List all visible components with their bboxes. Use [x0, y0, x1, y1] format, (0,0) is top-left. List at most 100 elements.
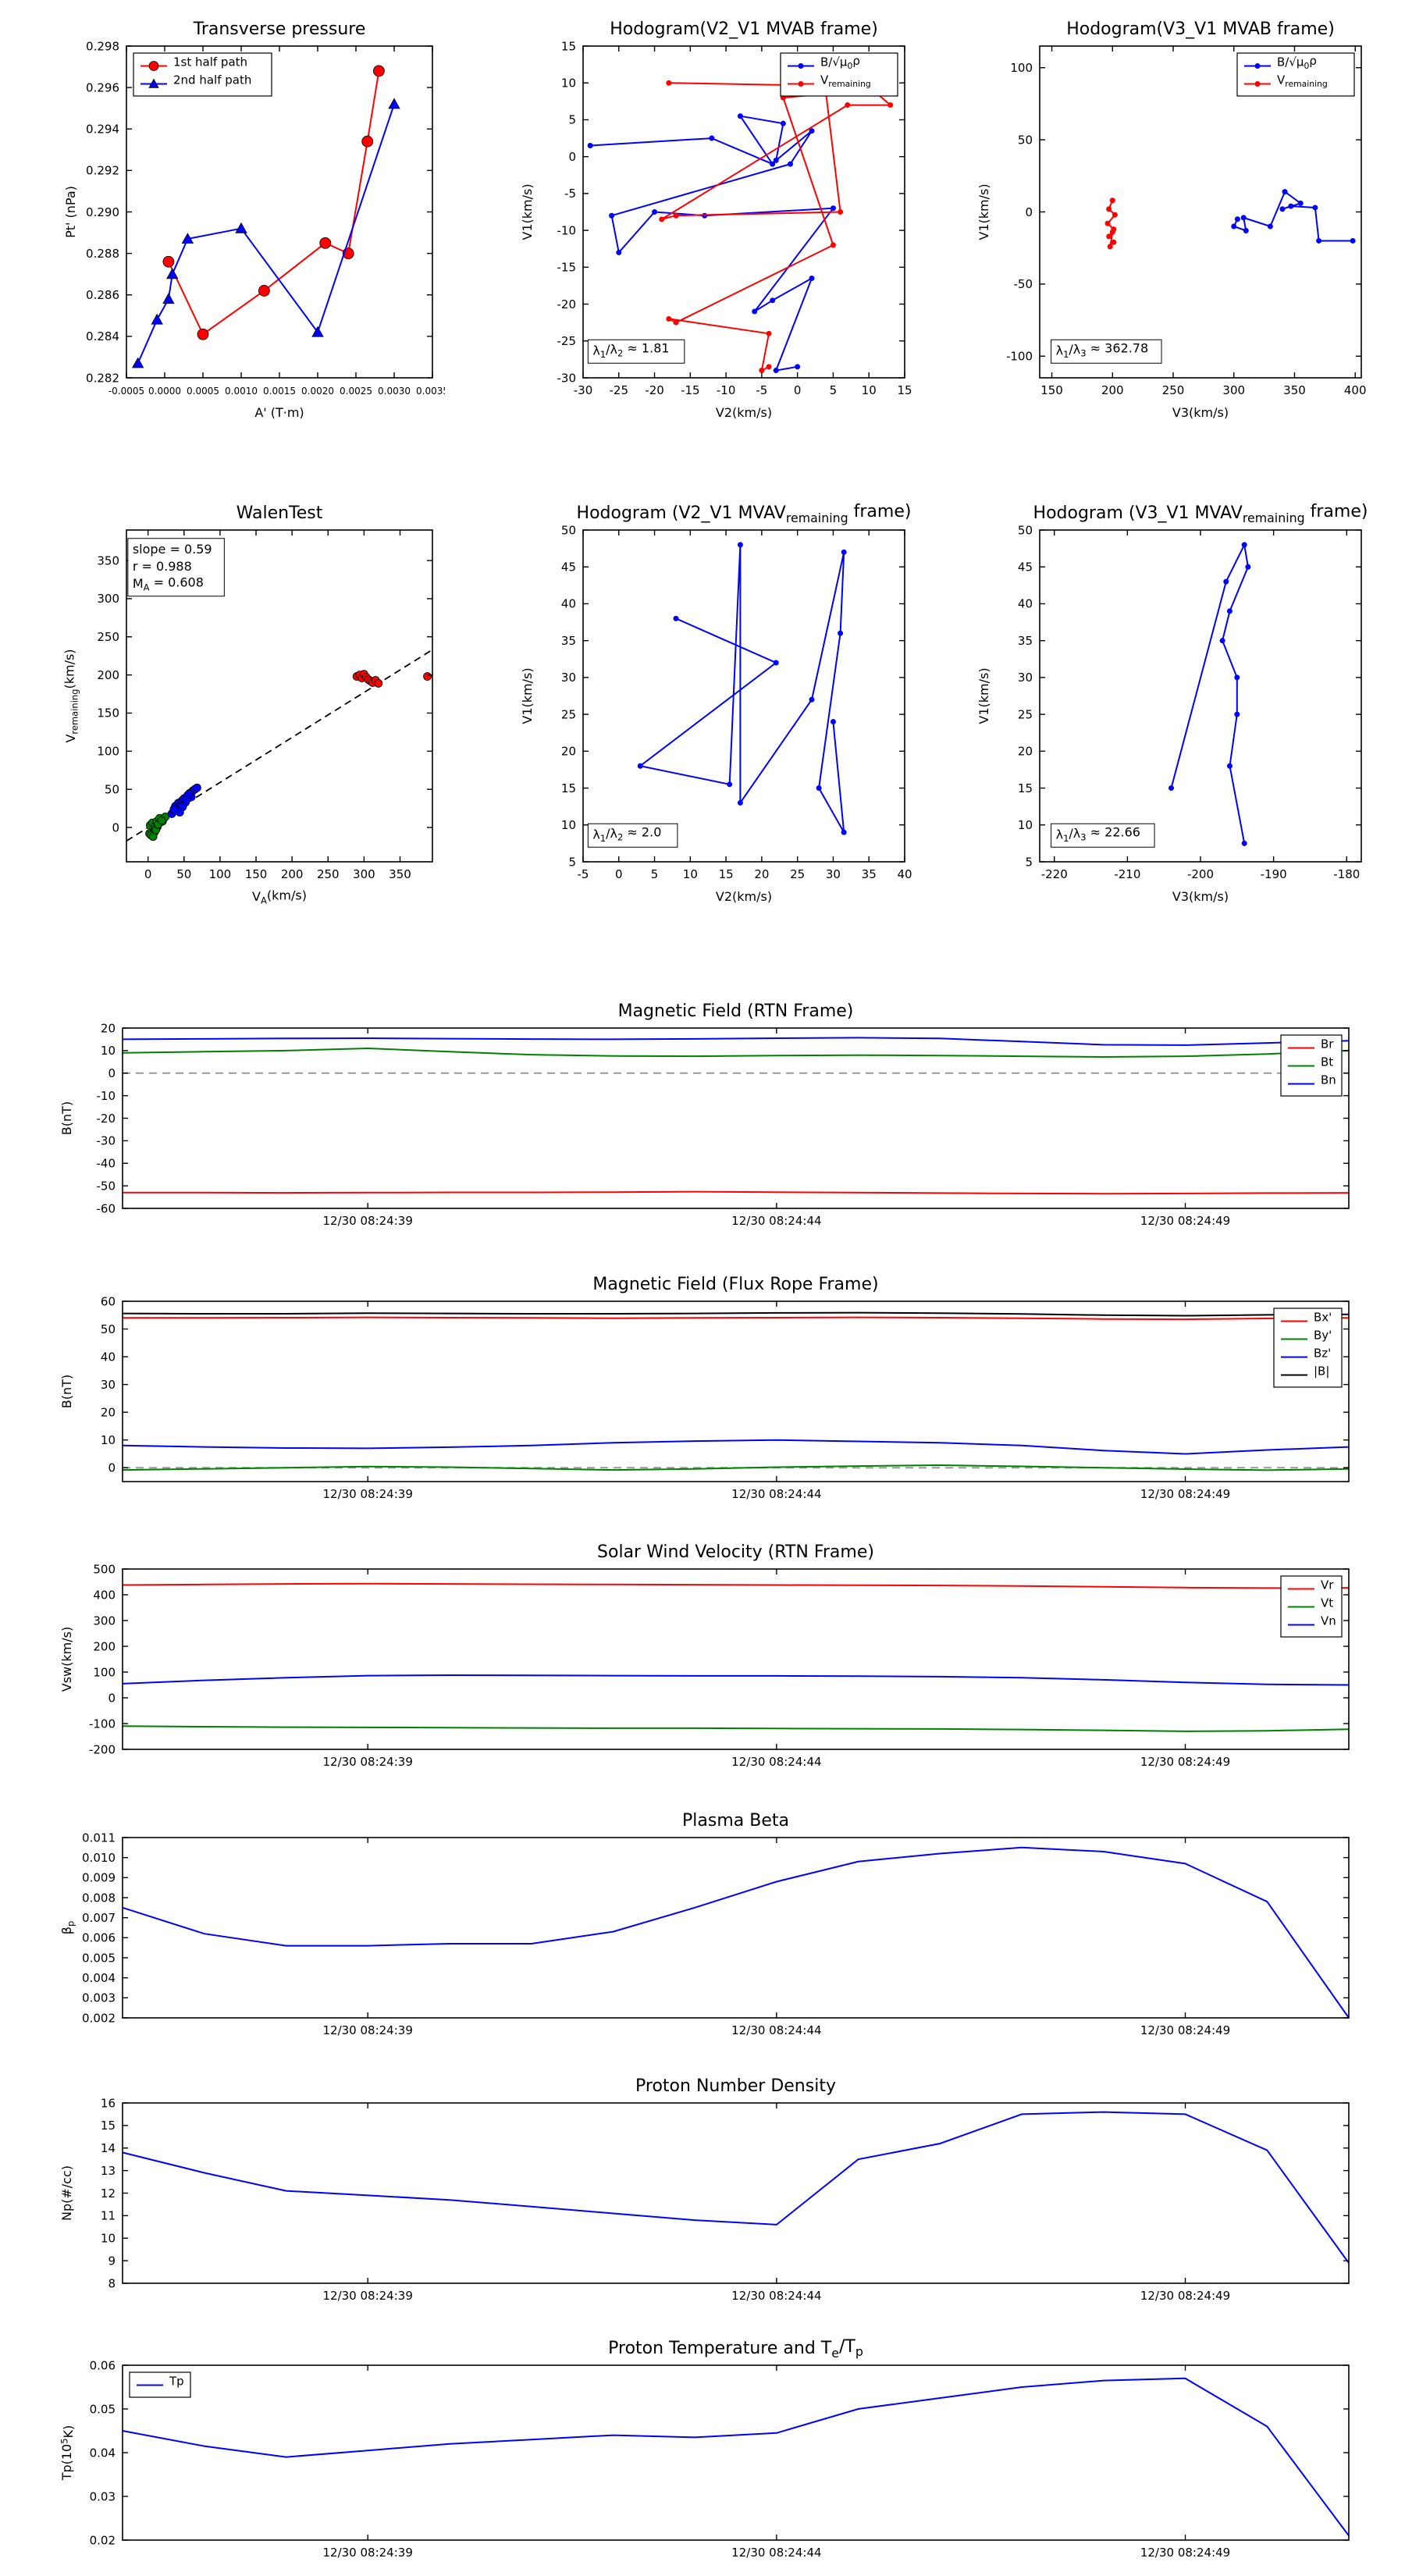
svg-text:150: 150 [245, 867, 268, 881]
series-tp [122, 2377, 1350, 2536]
svg-text:150: 150 [1040, 383, 1063, 397]
y-axis-label: V1(km/s) [976, 667, 991, 724]
svg-text:12/30 08:24:39: 12/30 08:24:39 [323, 1487, 413, 1501]
svg-text:200: 200 [1101, 383, 1124, 397]
svg-text:0: 0 [794, 383, 802, 397]
svg-text:40: 40 [1018, 597, 1033, 611]
chart-hodogram-v3v1-mvav: -220 -210 -200 -190 -180 5 10 15 20 25 30 35 40 45 50 H… [968, 496, 1374, 913]
svg-text:-10: -10 [717, 383, 736, 397]
chart-title: Hodogram(V3_V1 MVAB frame) [1066, 20, 1335, 39]
svg-text:300: 300 [1222, 383, 1245, 397]
svg-text:12/30 08:24:39: 12/30 08:24:39 [323, 2289, 413, 2303]
svg-text:15: 15 [1018, 781, 1033, 795]
svg-text:-100: -100 [89, 1717, 116, 1731]
legend: B/√μ0ρ Vremaining [780, 52, 898, 97]
svg-text:15: 15 [101, 2119, 116, 2133]
svg-text:30: 30 [101, 1378, 116, 1392]
svg-text:Bt: Bt [1321, 1055, 1333, 1069]
chart-svg-magnetic-field-rtn: 12/30 08:24:39 12/30 08:24:44 12/30 08:24:… [59, 1002, 1350, 1228]
series-bn [122, 1037, 1350, 1046]
svg-text:200: 200 [97, 668, 119, 682]
svg-text:Vr: Vr [1321, 1578, 1334, 1592]
chart-magnetic-field-flux-rope: 12/30 08:24:39 12/30 08:24:44 12/30 08:24:… [35, 1268, 1366, 1514]
svg-text:-30: -30 [97, 1134, 116, 1148]
chart-title: Magnetic Field (RTN Frame) [618, 1002, 854, 1021]
chart-svg-transverse-pressure: -0.0005 0.0000 0.0005 0.0010 0.0015 0.0020 0.0… [63, 20, 449, 420]
x-axis-label: V2(km/s) [716, 889, 772, 904]
chart-proton-temperature: 12/30 08:24:39 12/30 08:24:44 12/30 08:24:… [35, 2332, 1366, 2573]
svg-text:300: 300 [353, 867, 375, 881]
svg-text:0.04: 0.04 [90, 2446, 116, 2460]
svg-text:10: 10 [101, 1433, 116, 1447]
svg-text:50: 50 [561, 523, 576, 537]
y-axis-label: Vsw(km/s) [59, 1627, 74, 1692]
series-bz- [122, 1439, 1350, 1455]
svg-text:10: 10 [561, 818, 576, 832]
chart-hodogram-v2v1-mvav: -5 0 5 10 15 20 25 30 35 40 5 10 15 20 25 30 35 40 45 50 Hod… [511, 496, 917, 913]
svg-text:25: 25 [1018, 707, 1033, 721]
chart-title: Proton Temperature and Te/Tp [608, 2337, 863, 2361]
svg-text:14: 14 [101, 2141, 116, 2155]
series-bt [122, 1047, 1350, 1059]
svg-text:5: 5 [568, 113, 576, 127]
svg-text:150: 150 [97, 706, 119, 720]
svg-text:35: 35 [561, 634, 576, 648]
svg-text:-10: -10 [97, 1089, 116, 1103]
svg-text:40: 40 [561, 597, 576, 611]
svg-text:10: 10 [1018, 818, 1033, 832]
svg-text:5: 5 [1025, 855, 1033, 869]
svg-text:12/30 08:24:49: 12/30 08:24:49 [1140, 2023, 1230, 2037]
svg-text:250: 250 [97, 630, 119, 644]
series-2nd-half-path [137, 104, 395, 364]
x-axis-label: V3(km/s) [1172, 405, 1229, 420]
svg-text:400: 400 [93, 1588, 116, 1602]
svg-text:12/30 08:24:39: 12/30 08:24:39 [323, 1755, 413, 1769]
svg-text:-20: -20 [97, 1112, 116, 1126]
svg-text:9: 9 [108, 2254, 116, 2268]
chart-title: Plasma Beta [682, 1811, 789, 1831]
series-vn [122, 1674, 1350, 1686]
svg-text:5: 5 [568, 855, 576, 869]
chart-proton-number-density: 12/30 08:24:39 12/30 08:24:44 12/30 08:24:… [35, 2070, 1366, 2316]
svg-text:350: 350 [97, 553, 119, 568]
chart-svg-walen-test: 0 50 100 150 200 250 300 350 0 50 100 150 200 250 300 3… [62, 503, 433, 906]
svg-text:45: 45 [1018, 560, 1033, 574]
svg-text:20: 20 [101, 1405, 116, 1419]
annotation-text: λ1/λ2 ≈ 2.0 [592, 824, 661, 844]
svg-text:-10: -10 [557, 223, 577, 237]
svg-text:0.0000: 0.0000 [148, 386, 181, 397]
svg-text:Vremaining: Vremaining [820, 73, 871, 89]
svg-text:10: 10 [101, 2232, 116, 2246]
svg-text:0.004: 0.004 [82, 1971, 116, 1985]
svg-text:0.286: 0.286 [86, 288, 119, 302]
svg-text:5: 5 [651, 867, 659, 881]
chart-hodogram-v3v1-mvab: 150 200 250 300 350 400 -100 -50 0 50 100 Hodogram(… [968, 12, 1374, 429]
svg-text:Vt: Vt [1321, 1596, 1333, 1610]
svg-text:12/30 08:24:44: 12/30 08:24:44 [731, 2546, 821, 2560]
svg-text:12/30 08:24:49: 12/30 08:24:49 [1140, 1755, 1230, 1769]
svg-text:16: 16 [101, 2096, 116, 2110]
svg-text:0.007: 0.007 [82, 1911, 116, 1925]
series-beta-p [122, 1846, 1350, 2019]
series-np [122, 2111, 1350, 2264]
svg-text:10: 10 [862, 383, 877, 397]
svg-text:12/30 08:24:39: 12/30 08:24:39 [323, 2023, 413, 2037]
svg-text:0.005: 0.005 [82, 1951, 116, 1965]
svg-text:-40: -40 [97, 1157, 116, 1171]
svg-text:0.282: 0.282 [86, 371, 119, 385]
annotation-text: r = 0.988 [133, 559, 192, 574]
chart-title: Hodogram (V2_V1 MVAVremaining frame) [577, 502, 912, 525]
svg-text:0.290: 0.290 [86, 205, 119, 219]
svg-text:45: 45 [561, 560, 576, 574]
chart-svg-proton-temperature: 12/30 08:24:39 12/30 08:24:44 12/30 08:24:… [59, 2337, 1350, 2560]
svg-text:12/30 08:24:39: 12/30 08:24:39 [323, 2546, 413, 2560]
svg-text:12/30 08:24:49: 12/30 08:24:49 [1140, 1487, 1230, 1501]
svg-text:25: 25 [790, 867, 805, 881]
legend: Br Bt Bn [1280, 1034, 1343, 1097]
svg-text:0.294: 0.294 [86, 123, 119, 137]
svg-text:-180: -180 [1333, 867, 1360, 881]
chart-title: Magnetic Field (Flux Rope Frame) [592, 1275, 878, 1294]
svg-text:20: 20 [561, 745, 576, 759]
chart-hodogram-v2v1-mvab: -30 -25 -20 -15 -10 -5 0 5 10 15 -30 -25 -20 -15 -10 -5… [511, 12, 917, 429]
